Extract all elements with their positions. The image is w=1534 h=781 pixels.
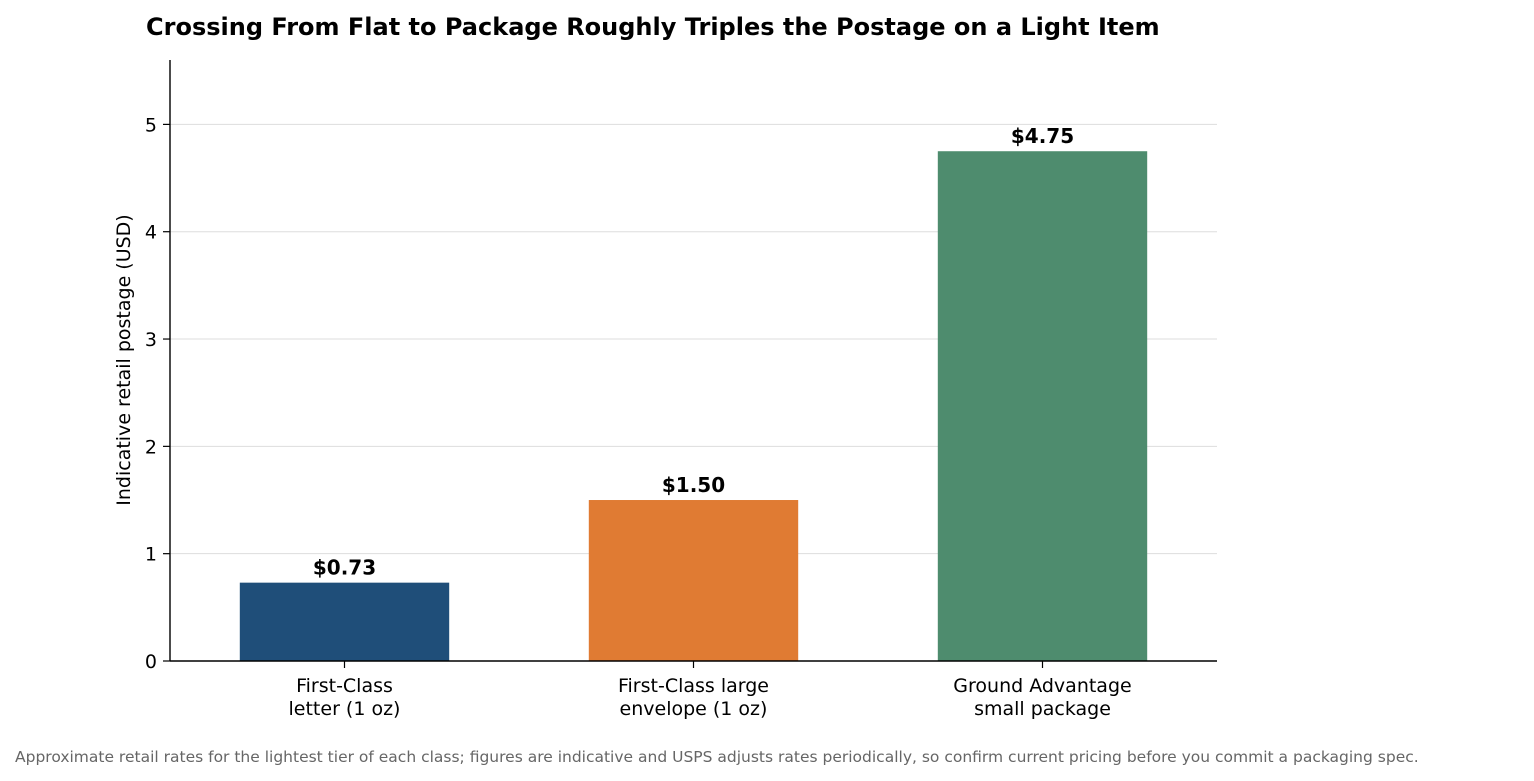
y-tick-label: 2 — [145, 436, 157, 458]
bar-value-label: $4.75 — [1011, 124, 1074, 148]
chart-title: Crossing From Flat to Package Roughly Tr… — [146, 13, 1160, 41]
y-tick-label: 4 — [145, 222, 157, 244]
y-tick-label: 3 — [145, 329, 157, 351]
y-tick-label: 0 — [145, 651, 157, 673]
y-axis-label: Indicative retail postage (USD) — [113, 214, 135, 505]
bar-value-label: $1.50 — [662, 473, 725, 497]
x-tick-label: First-Class large — [618, 675, 769, 697]
x-tick-label: First-Class — [296, 675, 393, 697]
x-tick-label: small package — [974, 698, 1111, 720]
x-tick-label: Ground Advantage — [953, 675, 1131, 697]
x-tick-label: letter (1 oz) — [289, 698, 401, 720]
y-tick-label: 5 — [145, 114, 157, 136]
footnote: Approximate retail rates for the lightes… — [15, 748, 1419, 766]
bar — [239, 582, 450, 661]
x-tick-label: envelope (1 oz) — [620, 698, 768, 720]
bar — [937, 151, 1148, 662]
bars: $0.73 $1.50 $4.75 — [239, 124, 1148, 662]
bar-value-label: $0.73 — [313, 556, 376, 580]
y-tick-label: 1 — [145, 544, 157, 566]
bar — [588, 500, 799, 661]
